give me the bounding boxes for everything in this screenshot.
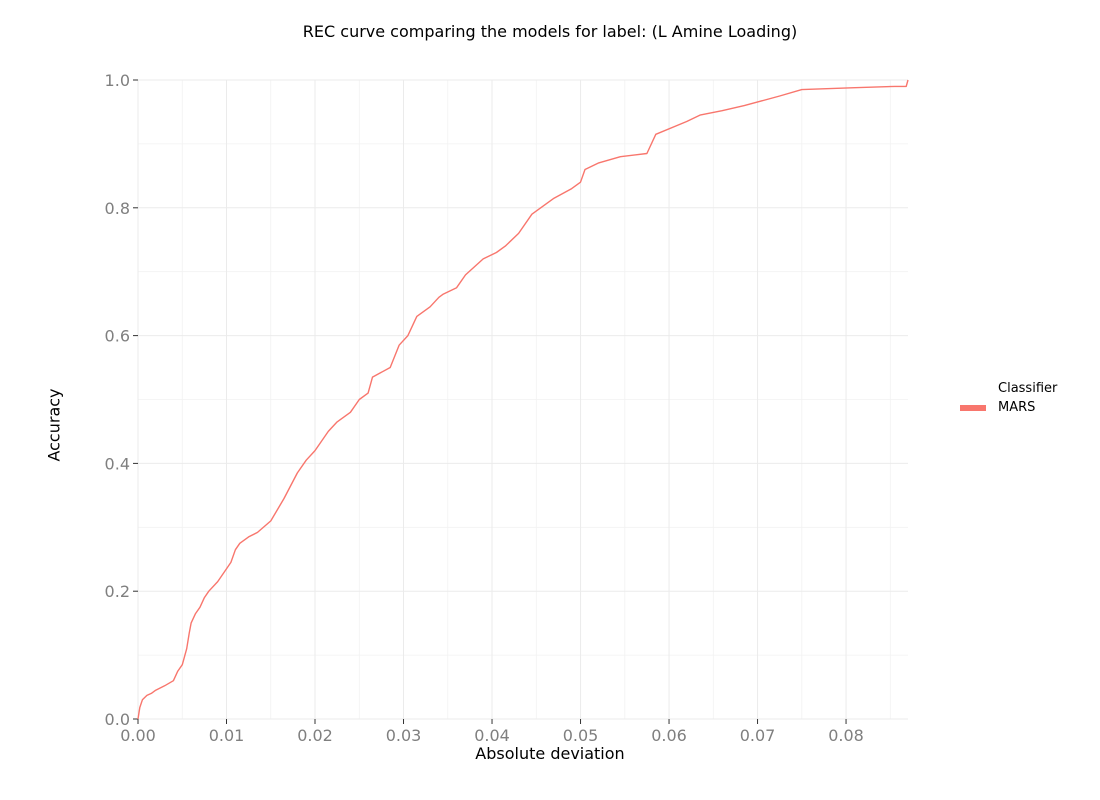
y-tick-label: 0.0 xyxy=(105,710,130,729)
x-tick-label: 0.04 xyxy=(474,726,510,745)
legend-title: Classifier xyxy=(998,381,1058,396)
x-tick-label: 0.08 xyxy=(828,726,864,745)
legend-label: MARS xyxy=(998,400,1036,415)
x-tick-label: 0.05 xyxy=(563,726,599,745)
y-tick-label: 0.8 xyxy=(105,199,130,218)
series-layer xyxy=(137,79,909,720)
legend: Classifier MARS xyxy=(960,381,1057,415)
minor-gridlines xyxy=(138,80,908,719)
x-tick-label: 0.02 xyxy=(297,726,333,745)
y-tick-label: 0.6 xyxy=(105,327,130,346)
y-tick-label: 0.4 xyxy=(105,454,130,473)
x-tick-label: 0.01 xyxy=(209,726,245,745)
chart-title: REC curve comparing the models for label… xyxy=(302,22,798,41)
y-axis-label: Accuracy xyxy=(44,388,64,462)
y-tick-label: 1.0 xyxy=(105,71,130,90)
x-tick-label: 0.07 xyxy=(740,726,776,745)
y-axis: 0.0 0.2 0.4 0.6 0.8 1.0 xyxy=(105,71,138,729)
y-tick-label: 0.2 xyxy=(105,582,130,601)
x-axis-label: Absolute deviation xyxy=(475,744,625,763)
x-tick-label: 0.00 xyxy=(120,726,156,745)
legend-item: MARS xyxy=(960,400,1057,415)
x-tick-label: 0.06 xyxy=(651,726,687,745)
legend-swatch xyxy=(960,404,986,411)
series-line-mars xyxy=(137,79,909,720)
x-axis: 0.00 0.01 0.02 0.03 0.04 0.05 0.06 0.07 0.08 xyxy=(120,719,864,745)
x-tick-label: 0.03 xyxy=(386,726,422,745)
major-gridlines xyxy=(137,79,908,720)
